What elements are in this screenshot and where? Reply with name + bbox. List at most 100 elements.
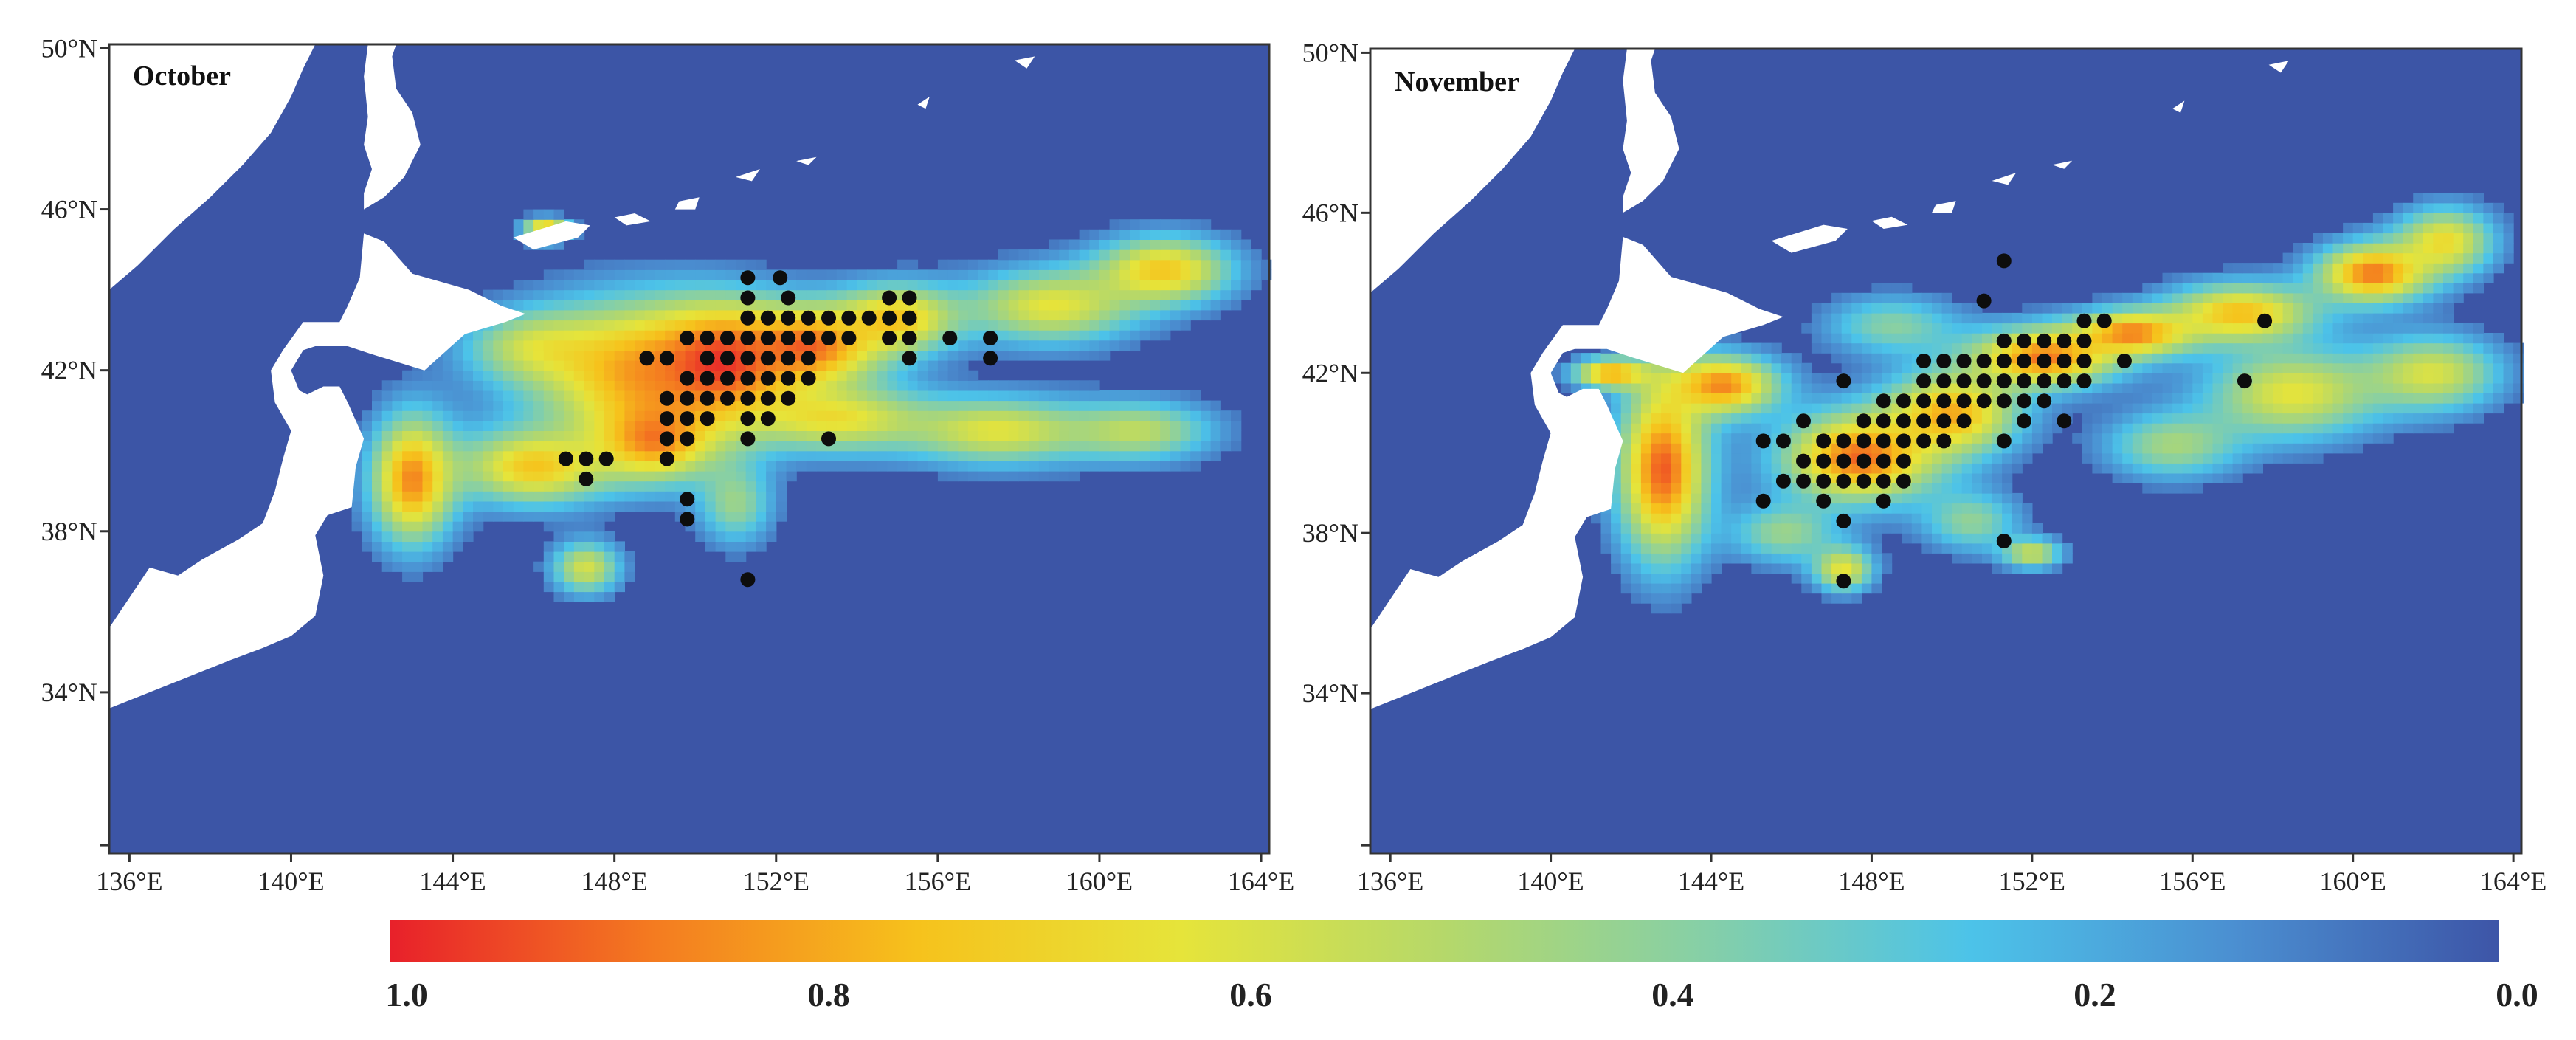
field-cell	[1631, 593, 1642, 604]
fishing-dot	[659, 351, 674, 366]
field-cell	[1741, 342, 1752, 354]
field-cell	[1791, 562, 1802, 574]
field-cell	[2393, 272, 2404, 283]
field-cell	[2453, 342, 2464, 354]
field-cell	[766, 441, 777, 452]
field-cell	[1911, 483, 1922, 494]
field-cell	[958, 280, 969, 291]
field-cell	[553, 430, 564, 441]
field-cell	[2273, 342, 2284, 354]
field-cell	[2112, 452, 2123, 464]
field-cell	[553, 320, 564, 331]
field-cell	[867, 360, 878, 371]
field-cell	[826, 300, 838, 311]
field-cell	[2503, 382, 2514, 393]
field-cell	[1109, 280, 1120, 291]
field-cell	[2413, 243, 2424, 254]
field-cell	[553, 571, 564, 582]
field-cell	[2343, 252, 2354, 264]
field-cell	[1079, 239, 1090, 250]
field-cell	[1631, 393, 1642, 404]
field-cell	[1220, 410, 1232, 421]
field-cell	[2332, 353, 2344, 364]
field-cell	[1661, 573, 1672, 584]
field-cell	[2182, 393, 2193, 404]
field-cell	[1681, 593, 1692, 604]
field-cell	[1952, 333, 1963, 344]
field-cell	[2202, 433, 2214, 444]
land-island	[614, 213, 651, 226]
field-cell	[2483, 252, 2494, 264]
field-cell	[1611, 562, 1622, 574]
field-cell	[412, 420, 424, 431]
field-cell	[1681, 523, 1692, 534]
field-cell	[695, 511, 706, 522]
field-cell	[553, 340, 564, 351]
field-cell	[1018, 420, 1029, 431]
field-cell	[1911, 463, 1922, 474]
field-cell	[1921, 452, 1933, 464]
field-cell	[624, 450, 635, 461]
field-cell	[1891, 513, 1902, 524]
field-cell	[705, 289, 716, 300]
field-cell	[705, 300, 716, 311]
fishing-dot	[579, 471, 594, 486]
field-cell	[1109, 219, 1120, 230]
field-cell	[816, 370, 827, 381]
field-cell	[533, 340, 545, 351]
field-cell	[412, 370, 424, 381]
field-cell	[2332, 413, 2344, 424]
field-cell	[584, 531, 595, 542]
field-cell	[2352, 233, 2363, 244]
field-cell	[907, 450, 919, 461]
field-cell	[1841, 423, 1852, 434]
field-cell	[2413, 202, 2424, 213]
field-cell	[1661, 413, 1672, 424]
field-cell	[2042, 562, 2053, 574]
field-cell	[2282, 323, 2293, 334]
field-cell	[836, 350, 848, 361]
field-cell	[614, 370, 625, 381]
field-cell	[1771, 503, 1782, 514]
field-cell	[1811, 323, 1823, 334]
field-cell	[1861, 333, 1873, 344]
field-cell	[655, 259, 666, 270]
field-cell	[1851, 492, 1862, 504]
field-cell	[937, 450, 949, 461]
field-cell	[2202, 413, 2214, 424]
field-cell	[1620, 423, 1631, 434]
field-cell	[1150, 239, 1161, 250]
field-cell	[1119, 390, 1130, 402]
field-cell	[998, 269, 1009, 280]
field-cell	[1611, 362, 1622, 373]
field-cell	[1761, 533, 1772, 544]
field-cell	[1008, 430, 1019, 441]
field-cell	[1640, 523, 1652, 534]
field-cell	[897, 390, 908, 402]
field-cell	[695, 269, 706, 280]
field-cell	[685, 471, 696, 482]
field-cell	[2322, 263, 2334, 274]
field-cell	[1932, 323, 1943, 334]
x-tick-label: 160°E	[1066, 867, 1133, 896]
fishing-dot	[1816, 433, 1831, 449]
field-cell	[432, 450, 443, 461]
field-cell	[1941, 523, 1952, 534]
field-cell	[725, 450, 736, 461]
fishing-dot	[781, 390, 796, 406]
field-cell	[2132, 443, 2143, 454]
field-cell	[1711, 553, 1722, 564]
field-cell	[2313, 272, 2324, 283]
field-cell	[1631, 513, 1642, 524]
field-cell	[533, 280, 545, 291]
y-tick-label: 46°N	[41, 195, 97, 224]
field-cell	[937, 430, 949, 441]
field-cell	[2192, 413, 2203, 424]
field-cell	[1801, 523, 1812, 534]
field-cell	[846, 300, 857, 311]
field-cell	[2322, 373, 2334, 384]
field-cell	[1119, 229, 1130, 240]
field-cell	[402, 461, 413, 472]
field-cell	[1089, 410, 1100, 421]
field-cell	[584, 269, 595, 280]
